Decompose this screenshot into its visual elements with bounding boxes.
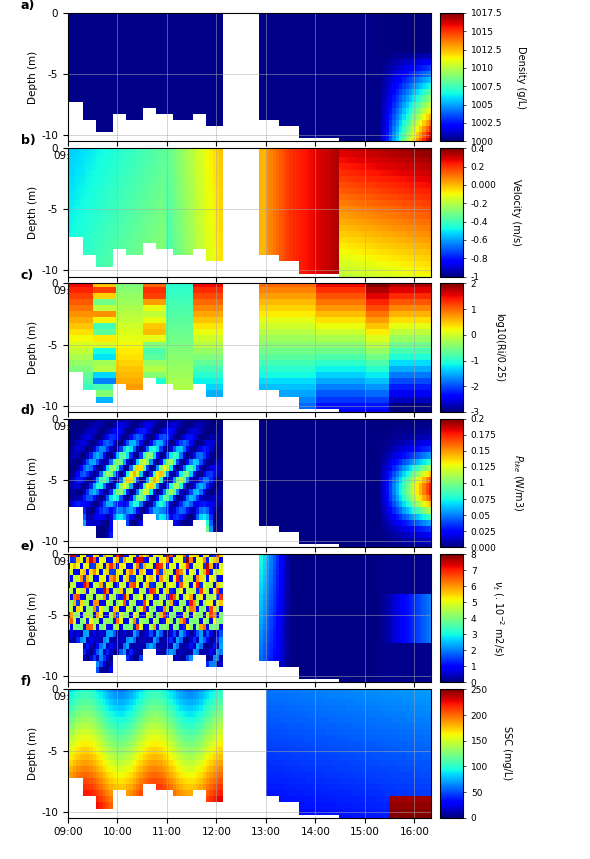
Text: a): a) — [21, 0, 35, 12]
Y-axis label: Depth (m): Depth (m) — [28, 592, 38, 645]
Y-axis label: log10(Ri/0.25): log10(Ri/0.25) — [494, 314, 504, 382]
Y-axis label: $P_{tke}$ (W/m3): $P_{tke}$ (W/m3) — [510, 454, 524, 512]
Y-axis label: Depth (m): Depth (m) — [28, 51, 38, 104]
Y-axis label: Velocity (m/s): Velocity (m/s) — [510, 179, 520, 246]
Y-axis label: Depth (m): Depth (m) — [28, 321, 38, 375]
Text: e): e) — [21, 539, 35, 553]
Y-axis label: Density (g/L): Density (g/L) — [516, 46, 526, 108]
Text: d): d) — [21, 405, 35, 417]
Text: b): b) — [21, 134, 35, 147]
Y-axis label: Depth (m): Depth (m) — [28, 186, 38, 239]
Y-axis label: $\nu_t$ (. 10$^{-2}$ m2/s): $\nu_t$ (. 10$^{-2}$ m2/s) — [490, 580, 506, 656]
Text: f): f) — [21, 675, 32, 688]
Y-axis label: SSC (mg/L): SSC (mg/L) — [502, 727, 512, 781]
Y-axis label: Depth (m): Depth (m) — [28, 727, 38, 780]
Text: c): c) — [21, 269, 34, 283]
Y-axis label: Depth (m): Depth (m) — [28, 456, 38, 509]
